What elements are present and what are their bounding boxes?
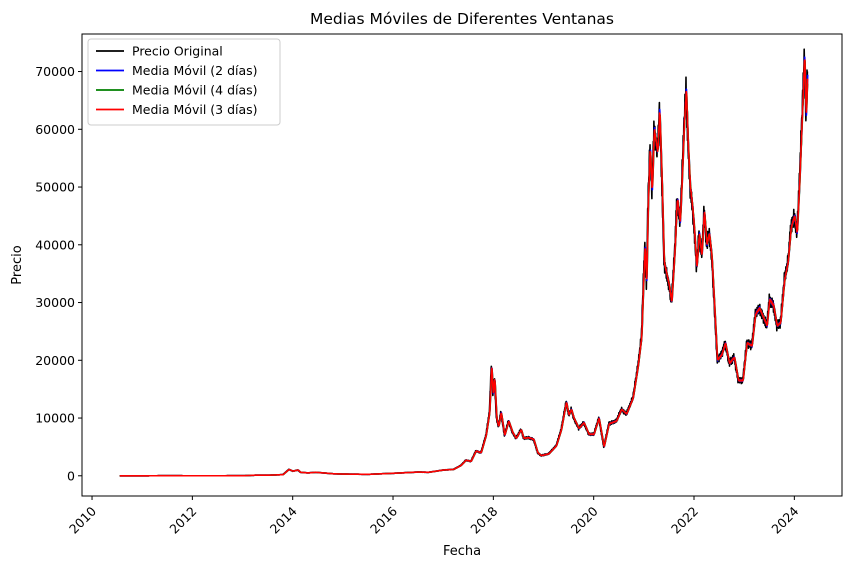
legend-label: Media Móvil (4 días) bbox=[132, 83, 258, 98]
x-tick-label: 2010 bbox=[66, 503, 99, 536]
y-tick-label: 0 bbox=[67, 468, 75, 483]
legend-box bbox=[87, 38, 281, 126]
x-tick-label: 2016 bbox=[367, 503, 400, 536]
x-axis-ticks: 2010 2012 2014 2016 2018 2020 2022 2024 bbox=[66, 496, 801, 537]
y-tick-label: 30000 bbox=[35, 295, 75, 310]
x-tick-label: 2014 bbox=[267, 503, 300, 536]
y-tick-label: 60000 bbox=[35, 122, 75, 137]
legend-label: Precio Original bbox=[132, 44, 223, 59]
y-tick-label: 50000 bbox=[35, 180, 75, 195]
chart-title: Medias Móviles de Diferentes Ventanas bbox=[310, 10, 614, 28]
x-axis-label: Fecha bbox=[443, 544, 481, 559]
y-tick-label: 20000 bbox=[35, 353, 75, 368]
series-layer bbox=[119, 48, 809, 477]
legend: Precio Original Media Móvil (2 días) Media… bbox=[87, 38, 281, 126]
legend-label: Media Móvil (3 días) bbox=[132, 102, 258, 117]
y-tick-label: 10000 bbox=[35, 411, 75, 426]
x-tick-label: 2020 bbox=[568, 503, 601, 536]
series-line bbox=[119, 59, 809, 477]
x-tick-label: 2012 bbox=[166, 504, 199, 537]
y-tick-label: 70000 bbox=[35, 64, 75, 79]
y-axis-ticks: 0 10000 20000 30000 40000 50000 60000 70000 bbox=[35, 64, 82, 483]
plot-frame bbox=[81, 33, 843, 497]
y-axis-label: Precio bbox=[10, 245, 25, 284]
x-tick-label: 2018 bbox=[467, 503, 500, 536]
y-tick-label: 40000 bbox=[35, 237, 75, 252]
x-tick-label: 2024 bbox=[768, 503, 801, 536]
x-tick-label: 2022 bbox=[668, 504, 701, 537]
legend-label: Media Móvil (2 días) bbox=[132, 63, 258, 78]
